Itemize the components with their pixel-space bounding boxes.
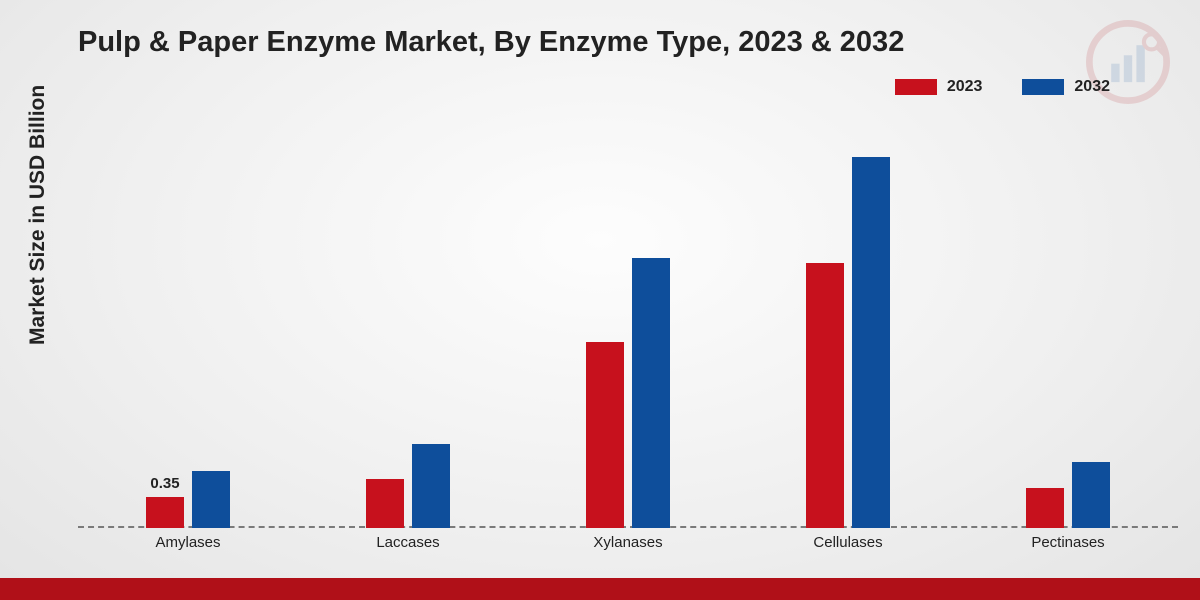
legend: 2023 2032 <box>895 78 1110 96</box>
bar-xylanases-2032 <box>632 258 670 528</box>
bar-pectinases-2023 <box>1026 488 1064 528</box>
bar-xylanases-2023 <box>586 342 624 528</box>
bar-value-label: 0.35 <box>150 475 179 492</box>
legend-item-2032: 2032 <box>1022 78 1110 96</box>
x-axis-labels: Amylases Laccases Xylanases Cellulases P… <box>78 534 1178 556</box>
legend-label-2032: 2032 <box>1074 78 1110 96</box>
bar-group-amylases: 0.35 <box>146 471 230 529</box>
x-label-xylanases: Xylanases <box>593 534 662 551</box>
legend-label-2023: 2023 <box>947 78 983 96</box>
bar-amylases-2032 <box>192 471 230 529</box>
y-axis-label: Market Size in USD Billion <box>26 85 50 345</box>
bar-cellulases-2032 <box>852 157 890 529</box>
x-label-pectinases: Pectinases <box>1031 534 1104 551</box>
x-label-cellulases: Cellulases <box>813 534 882 551</box>
legend-item-2023: 2023 <box>895 78 983 96</box>
bar-group-pectinases <box>1026 462 1110 528</box>
bar-pectinases-2032 <box>1072 462 1110 528</box>
legend-swatch-2032 <box>1022 79 1064 95</box>
bar-group-laccases <box>366 444 450 528</box>
bar-amylases-2023: 0.35 <box>146 497 184 528</box>
legend-swatch-2023 <box>895 79 937 95</box>
bar-laccases-2032 <box>412 444 450 528</box>
bar-group-cellulases <box>806 157 890 529</box>
footer-bar <box>0 578 1200 600</box>
bar-laccases-2023 <box>366 479 404 528</box>
chart-title: Pulp & Paper Enzyme Market, By Enzyme Ty… <box>78 26 904 59</box>
chart-stage: Pulp & Paper Enzyme Market, By Enzyme Ty… <box>0 0 1200 600</box>
x-label-laccases: Laccases <box>376 534 439 551</box>
bar-cellulases-2023 <box>806 263 844 528</box>
plot-area: 0.35 <box>78 130 1178 528</box>
x-label-amylases: Amylases <box>155 534 220 551</box>
bar-group-xylanases <box>586 258 670 528</box>
